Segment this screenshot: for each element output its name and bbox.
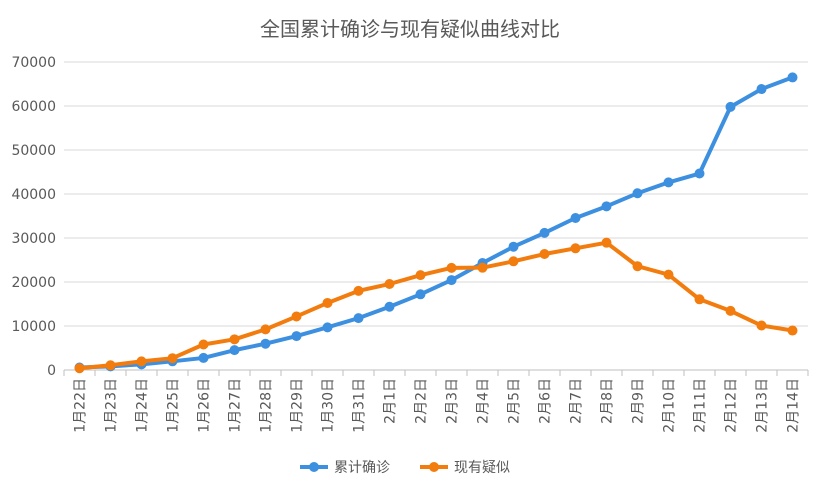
data-point xyxy=(570,243,581,254)
x-tick-label: 2月8日 xyxy=(600,378,616,424)
x-axis-ticks: 1月22日 1月23日 1月24日 1月25日 1月26日 1月27日 1月28日 1月29日… xyxy=(63,370,809,433)
data-point xyxy=(260,324,271,335)
data-point xyxy=(260,338,271,349)
x-tick-label: 1月28日 xyxy=(259,378,275,433)
data-point xyxy=(74,363,85,374)
legend: 累计确诊 现有疑似 xyxy=(300,460,510,476)
data-point xyxy=(446,275,457,286)
data-point xyxy=(725,101,736,112)
data-point xyxy=(384,279,395,290)
y-tick-label: 30000 xyxy=(11,231,56,247)
data-point xyxy=(787,72,798,83)
x-tick-label: 1月24日 xyxy=(135,378,151,433)
data-point xyxy=(353,285,364,296)
data-point xyxy=(508,256,519,267)
data-point xyxy=(198,339,209,350)
x-tick-label: 2月12日 xyxy=(724,378,740,433)
x-tick-label: 1月26日 xyxy=(197,378,213,433)
x-tick-label: 2月11日 xyxy=(693,378,709,433)
data-point xyxy=(291,331,302,342)
x-tick-label: 2月7日 xyxy=(569,378,585,424)
data-point xyxy=(756,320,767,331)
x-tick-label: 2月10日 xyxy=(662,378,678,433)
data-point xyxy=(725,305,736,316)
x-tick-label: 2月2日 xyxy=(414,378,430,424)
legend-marker xyxy=(429,462,439,472)
data-point xyxy=(787,325,798,336)
data-point xyxy=(322,322,333,333)
data-point xyxy=(694,168,705,179)
legend-marker xyxy=(309,462,319,472)
x-tick-label: 2月9日 xyxy=(631,378,647,424)
x-tick-label: 1月22日 xyxy=(73,378,89,433)
x-tick-label: 1月27日 xyxy=(228,378,244,433)
gridlines xyxy=(64,61,808,371)
series-line xyxy=(77,75,795,370)
data-point xyxy=(663,269,674,280)
series-1 xyxy=(74,72,798,373)
data-point xyxy=(353,313,364,324)
data-point xyxy=(229,345,240,356)
y-axis-ticks: 0 10000 20000 30000 40000 50000 60000 70000 xyxy=(11,55,56,379)
data-point xyxy=(694,294,705,305)
x-tick-label: 1月25日 xyxy=(166,378,182,433)
data-point xyxy=(136,356,147,367)
data-point xyxy=(570,212,581,223)
data-point xyxy=(229,334,240,345)
x-tick-label: 1月29日 xyxy=(290,378,306,433)
chart-title: 全国累计确诊与现有疑似曲线对比 xyxy=(260,17,560,41)
data-point xyxy=(415,289,426,300)
data-point xyxy=(384,301,395,312)
legend-label: 现有疑似 xyxy=(454,460,510,476)
data-point xyxy=(446,262,457,273)
data-point xyxy=(198,352,209,363)
x-tick-label: 1月31日 xyxy=(352,378,368,433)
x-tick-label: 2月14日 xyxy=(786,378,802,433)
data-point xyxy=(601,237,612,248)
data-point xyxy=(105,360,116,371)
x-tick-label: 1月23日 xyxy=(104,378,120,433)
y-tick-label: 50000 xyxy=(11,143,56,159)
data-point xyxy=(322,297,333,308)
series-2 xyxy=(74,237,798,374)
x-tick-label: 2月4日 xyxy=(476,378,492,424)
x-tick-label: 2月3日 xyxy=(445,378,461,424)
y-tick-label: 20000 xyxy=(11,275,56,291)
data-point xyxy=(539,249,550,260)
data-point xyxy=(632,188,643,199)
data-point xyxy=(167,353,178,364)
legend-label: 累计确诊 xyxy=(334,460,390,476)
data-point xyxy=(291,311,302,322)
y-tick-label: 10000 xyxy=(11,319,56,335)
x-tick-label: 2月1日 xyxy=(383,378,399,424)
data-point xyxy=(632,261,643,272)
data-point xyxy=(477,262,488,273)
legend-item: 现有疑似 xyxy=(420,460,510,476)
x-tick-label: 2月5日 xyxy=(507,378,523,424)
data-point xyxy=(756,84,767,95)
data-point xyxy=(663,177,674,188)
data-point xyxy=(539,227,550,238)
data-point xyxy=(415,270,426,281)
series-line xyxy=(77,240,795,371)
data-point xyxy=(508,241,519,252)
x-tick-label: 2月6日 xyxy=(538,378,554,424)
legend-item: 累计确诊 xyxy=(300,460,390,476)
y-tick-label: 60000 xyxy=(11,99,56,115)
x-tick-label: 2月13日 xyxy=(755,378,771,433)
y-tick-label: 0 xyxy=(47,363,56,379)
data-point xyxy=(601,201,612,212)
x-tick-label: 1月30日 xyxy=(321,378,337,433)
y-tick-label: 40000 xyxy=(11,187,56,203)
series-group xyxy=(74,72,798,374)
y-tick-label: 70000 xyxy=(11,55,56,71)
